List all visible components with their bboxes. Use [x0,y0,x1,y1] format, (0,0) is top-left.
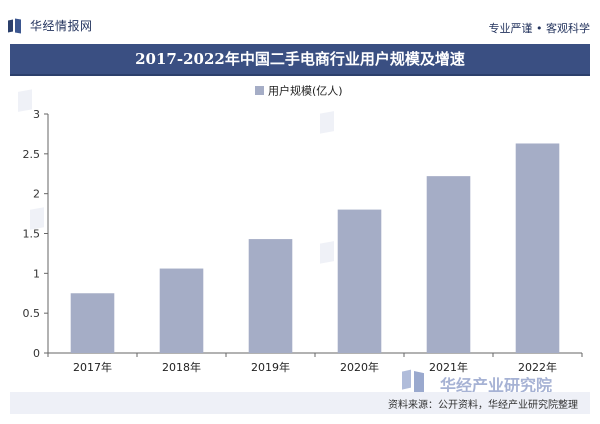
y-tick-label: 2.5 [23,148,41,161]
chart-area: 用户规模(亿人) 0 0.5 1 1.5 2 2.5 3 2017年 2018年 2019年 2020… [10,76,590,388]
bar [337,209,382,353]
bar-chart: 用户规模(亿人) 0 0.5 1 1.5 2 2.5 3 2017年 2018年 2019年 2020… [23,84,583,374]
y-tick-label: 2 [33,188,40,201]
title-bar: 2017-2022年中国二手电商行业用户规模及增速 [10,44,590,76]
y-tick-label: 1 [33,267,40,280]
logo-text: 华经情报网 [30,19,93,33]
y-tick-label: 3 [33,108,40,121]
bar [159,268,204,353]
x-tick-label: 2018年 [162,360,201,374]
y-tick-label: 0.5 [23,307,41,320]
x-tick-label: 2022年 [518,360,557,374]
bar [515,143,560,353]
brand-logo: 华经情报网 [8,17,93,34]
x-tick-label: 2020年 [340,360,379,374]
y-tick-label: 1.5 [23,228,41,241]
watermark-text: 华经产业研究院 [440,376,553,395]
legend-swatch [255,86,264,95]
top-banner: 华经情报网 专业严谨 • 客观科学 [0,0,600,44]
chart-title: 2017-2022年中国二手电商行业用户规模及增速 [135,50,465,68]
x-tick-label: 2019年 [251,360,290,374]
bar [70,293,115,353]
x-tick-label: 2017年 [73,360,112,374]
y-tick-label: 0 [33,347,40,360]
footer-bar: 资料来源：公开资料，华经产业研究院整理 [10,392,590,414]
bar [248,239,293,353]
watermark-logo-icon [402,369,424,394]
legend-label: 用户规模(亿人) [268,84,343,98]
tagline: 专业严谨 • 客观科学 [488,22,590,35]
bar [426,176,471,353]
x-tick-label: 2021年 [429,360,468,374]
source-note: 资料来源：公开资料，华经产业研究院整理 [388,400,578,411]
